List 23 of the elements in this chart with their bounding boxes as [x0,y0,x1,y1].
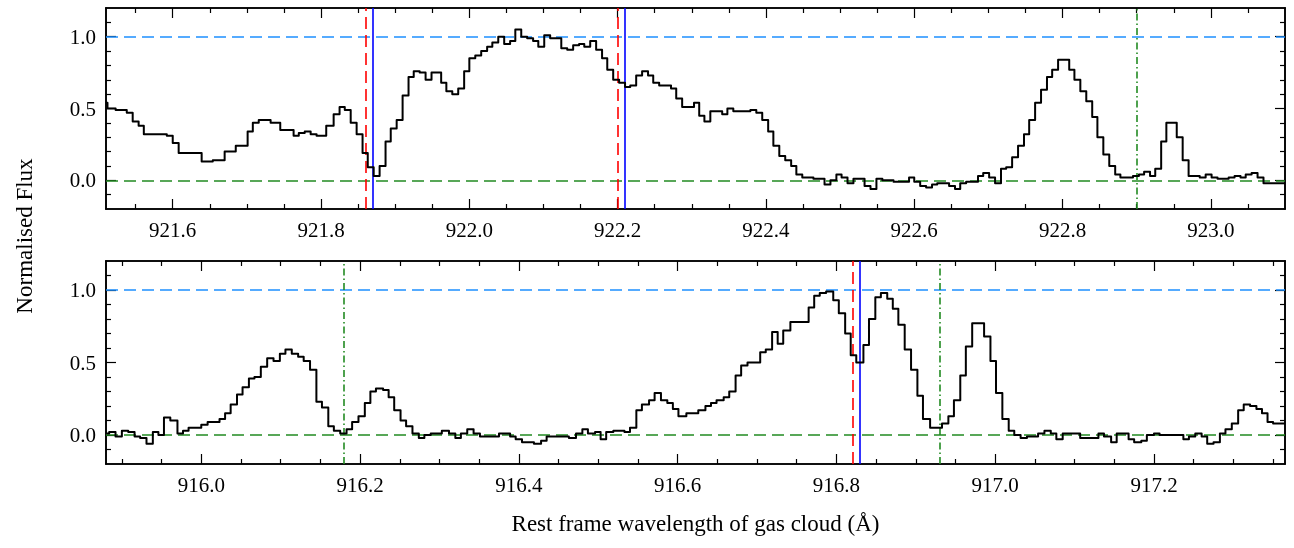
x-tick-label: 922.0 [445,217,493,242]
y-tick-label: 0.5 [69,350,96,375]
y-tick-label: 1.0 [69,278,96,302]
y-tick-label: 1.0 [69,24,96,49]
x-tick-label: 916.0 [177,472,225,497]
y-tick-label: 0.0 [69,423,96,447]
y-tick-label: 0.0 [69,168,96,193]
x-tick-label: 916.2 [336,472,384,497]
x-tick-label: 916.4 [495,472,543,497]
x-tick-label: 916.8 [812,472,861,497]
x-tick-label: 922.6 [890,217,938,242]
y-axis-title: Normalised Flux [11,158,38,314]
x-tick-label: 917.2 [1130,472,1178,497]
x-tick-label: 922.8 [1038,217,1087,242]
y-tick-label: 0.5 [69,96,96,121]
x-tick-label: 921.6 [149,217,197,242]
x-tick-label: 921.8 [297,217,345,242]
x-tick-label: 922.2 [594,217,642,242]
x-tick-label: 916.6 [654,472,702,497]
x-tick-label: 923.0 [1187,217,1235,242]
x-tick-label: 922.4 [742,217,791,242]
x-axis-title: Rest frame wavelength of gas cloud (Å) [511,511,880,536]
x-tick-label: 917.0 [971,472,1019,497]
